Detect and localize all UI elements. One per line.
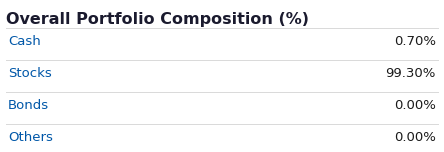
Text: 99.30%: 99.30% (386, 67, 436, 80)
Text: Bonds: Bonds (8, 99, 49, 112)
Text: Overall Portfolio Composition (%): Overall Portfolio Composition (%) (6, 12, 309, 27)
Text: Others: Others (8, 131, 53, 144)
Text: Cash: Cash (8, 35, 41, 48)
Text: Stocks: Stocks (8, 67, 52, 80)
Text: 0.00%: 0.00% (394, 99, 436, 112)
Text: 0.00%: 0.00% (394, 131, 436, 144)
Text: 0.70%: 0.70% (394, 35, 436, 48)
